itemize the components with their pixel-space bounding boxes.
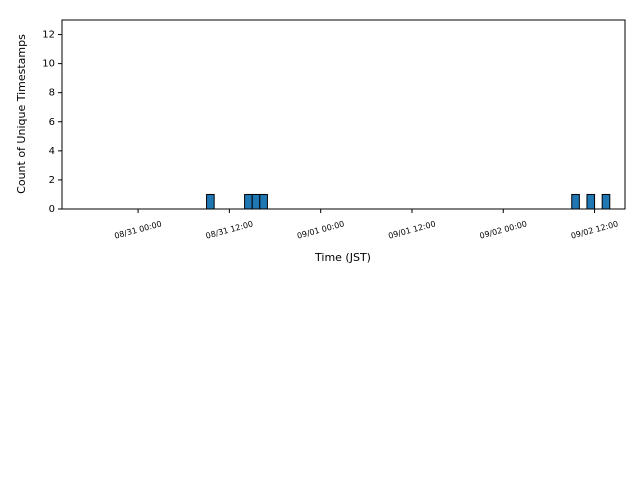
- bar: [206, 193, 215, 210]
- bar: [244, 193, 253, 210]
- x-tick-label: 09/01 00:00: [296, 219, 345, 240]
- bar: [571, 193, 580, 210]
- y-tick-label: 0: [49, 204, 55, 215]
- y-tick-label: 10: [42, 59, 55, 70]
- x-tick-label: 09/02 12:00: [570, 219, 619, 240]
- bar: [251, 193, 261, 210]
- y-tick-label: 4: [49, 146, 55, 157]
- x-axis-label: Time (JST): [314, 251, 371, 264]
- x-tick-label: 09/02 00:00: [479, 219, 528, 240]
- y-axis-label: Count of Unique Timestamps: [15, 34, 28, 194]
- plot-frame: [61, 19, 626, 210]
- x-tick-label: 08/31 12:00: [205, 219, 254, 240]
- y-tick-label: 6: [49, 117, 55, 128]
- y-tick-label: 12: [42, 30, 55, 41]
- bar: [601, 193, 611, 210]
- y-tick-label: 8: [49, 88, 55, 99]
- x-tick-label: 09/01 12:00: [387, 219, 436, 240]
- bar: [259, 193, 268, 210]
- x-tick-label: 08/31 00:00: [113, 219, 162, 240]
- bar: [586, 193, 596, 210]
- y-tick-label: 2: [49, 175, 55, 186]
